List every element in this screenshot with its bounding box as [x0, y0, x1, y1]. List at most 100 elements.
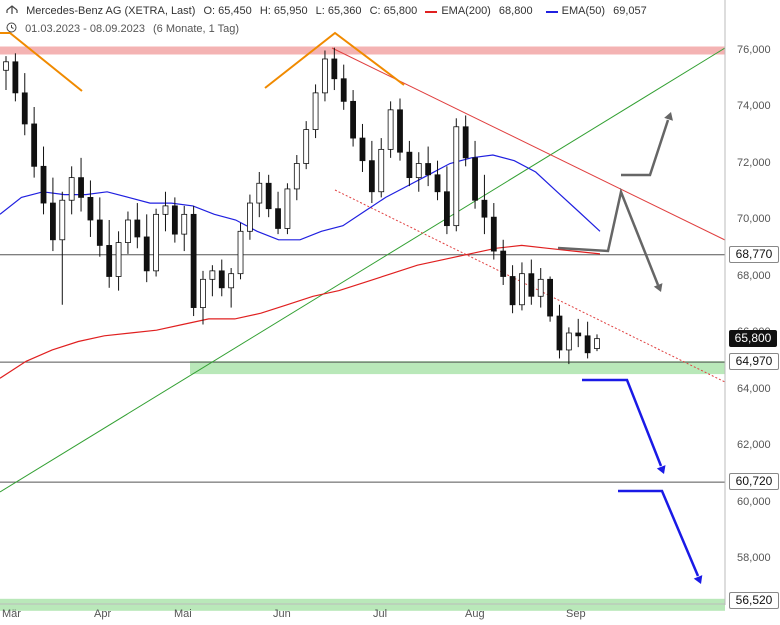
candle-body — [359, 137, 366, 162]
resistance-zone — [0, 46, 725, 55]
candle-body — [547, 278, 553, 317]
y-tick-label: 58,000 — [737, 552, 771, 564]
candle — [547, 276, 553, 322]
candle — [59, 191, 66, 305]
candle-body — [59, 199, 66, 241]
candle-body — [134, 219, 141, 238]
candle — [200, 270, 206, 325]
candle-body — [537, 278, 544, 297]
candle-body — [21, 92, 28, 125]
candle — [481, 174, 488, 235]
candle-body — [528, 273, 535, 297]
candle-body — [143, 236, 150, 272]
candle — [162, 191, 169, 232]
price-tag: 64,970 — [729, 353, 779, 371]
candle — [293, 155, 300, 201]
candle-body — [519, 273, 525, 306]
ema50-label: EMA(50) — [561, 5, 606, 18]
candle-body — [96, 219, 103, 246]
candle — [340, 64, 347, 110]
candle-body — [575, 332, 582, 337]
target-arrow-2 — [618, 489, 700, 577]
x-tick-label: Jul — [373, 608, 388, 620]
candle — [78, 157, 84, 212]
ema50-value: 69,057 — [613, 5, 647, 18]
ema200-line — [0, 244, 601, 379]
candle — [275, 191, 281, 235]
y-tick-label: 72,000 — [737, 156, 771, 169]
candle-body — [565, 332, 572, 351]
candle — [171, 197, 178, 243]
period-info: (6 Monate, 1 Tag) — [153, 22, 240, 35]
candle — [594, 334, 600, 352]
candle — [565, 327, 572, 365]
scale-icon[interactable] — [6, 5, 18, 18]
scenario-arrow-up — [621, 119, 670, 177]
candle-body — [331, 58, 338, 80]
candle-body — [500, 250, 507, 277]
candle-body — [350, 100, 356, 139]
target-arrow-1-head — [656, 465, 666, 474]
ema200-value: 68,800 — [498, 5, 533, 18]
ema50-legend: EMA(50) 69,057 — [545, 5, 652, 18]
candle-body — [218, 270, 225, 289]
y-tick-label: 64,000 — [737, 382, 771, 395]
candle-body — [190, 213, 197, 308]
candle — [143, 214, 150, 283]
candle — [556, 304, 563, 359]
candle-body — [406, 151, 413, 179]
candle — [209, 265, 216, 297]
candle-body — [434, 174, 441, 193]
candle-body — [68, 177, 75, 201]
candle-body — [509, 276, 516, 306]
candle-body — [444, 191, 450, 227]
candle — [584, 321, 591, 359]
candle — [519, 262, 525, 311]
x-tick-label: Jun — [273, 608, 291, 620]
y-tick-label: 76,000 — [737, 43, 771, 56]
candle — [359, 123, 366, 172]
candle — [247, 194, 253, 240]
candle-body — [415, 163, 422, 179]
y-tick-label: 70,000 — [737, 213, 771, 225]
candle — [434, 160, 441, 201]
candle — [237, 222, 244, 280]
candle — [415, 152, 422, 192]
candle-body — [78, 177, 84, 198]
x-tick-label: Apr — [94, 608, 112, 620]
candle — [537, 268, 544, 308]
date-range: 01.03.2023 - 08.09.2023 — [25, 22, 145, 35]
candle-body — [265, 182, 272, 210]
candle-body — [50, 202, 56, 241]
candle — [575, 318, 582, 348]
target-arrow-2-head — [693, 575, 703, 584]
candle — [368, 140, 375, 204]
candle — [528, 259, 535, 305]
candle-body — [237, 230, 244, 275]
candle-body — [106, 245, 113, 277]
candle-series — [3, 47, 600, 365]
candle-body — [171, 205, 178, 235]
lower-support-zone — [0, 598, 725, 611]
x-tick-label: Mai — [174, 608, 192, 620]
ema-layer — [0, 154, 601, 379]
top-marker-middle — [264, 31, 405, 89]
candle — [115, 231, 122, 291]
header-row-quote: Mercedes-Benz AG (XETRA, Last) O: 65,450… — [6, 5, 657, 18]
uptrend-line — [0, 47, 726, 493]
candle — [331, 47, 338, 91]
candle — [153, 208, 159, 277]
candle — [284, 183, 291, 235]
ema50-line — [0, 154, 601, 241]
candle — [490, 203, 497, 260]
candle — [265, 174, 272, 218]
candle — [190, 205, 197, 317]
close-value: C: 65,800 — [369, 5, 418, 18]
price-tag: 56,520 — [729, 591, 779, 609]
axes-layer — [0, 0, 726, 605]
clock-icon[interactable] — [6, 22, 17, 36]
candle-body — [275, 208, 281, 229]
candle — [312, 84, 319, 139]
candle — [509, 265, 516, 314]
candle-body — [115, 242, 122, 277]
